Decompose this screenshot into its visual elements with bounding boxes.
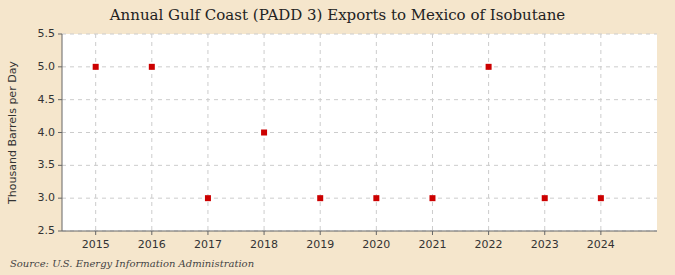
x-grid-line: [95, 34, 96, 231]
x-tick-label: 2016: [138, 238, 166, 251]
y-tick: [58, 99, 62, 100]
y-tick-label: 2.5: [38, 224, 56, 237]
points: [93, 64, 604, 201]
x-tick: [544, 231, 545, 235]
x-grid-line: [376, 34, 377, 231]
x-grid-line: [600, 34, 601, 231]
x-tick-label: 2024: [587, 238, 615, 251]
x-tick-label: 2022: [475, 238, 503, 251]
x-tick: [600, 231, 601, 235]
x-tick: [207, 231, 208, 235]
x-tick-label: 2019: [306, 238, 334, 251]
plot-area: [62, 34, 657, 231]
y-tick-label: 3.0: [38, 191, 56, 204]
x-tick: [95, 231, 96, 235]
y-grid-line: [62, 34, 657, 35]
y-axis-line: [62, 34, 63, 231]
y-grid-line: [62, 231, 657, 232]
x-axis-line: [62, 231, 657, 232]
x-tick: [151, 231, 152, 235]
axes: 2.5 3.0 3.5 4.0 4.5 5.0 5.5 2015 2016 2017 2018 201…: [38, 27, 658, 251]
y-grid-line: [62, 99, 657, 100]
source-note: Source: U.S. Energy Information Administ…: [10, 258, 254, 269]
x-tick: [488, 231, 489, 235]
y-tick-label: 5.5: [38, 27, 56, 40]
x-grid-line: [320, 34, 321, 231]
title: Annual Gulf Coast (PADD 3) Exports to Me…: [109, 6, 566, 24]
point: [149, 64, 155, 70]
x-tick: [320, 231, 321, 235]
point: [261, 130, 267, 136]
x-tick: [264, 231, 265, 235]
x-tick-label: 2020: [362, 238, 390, 251]
y-tick: [58, 66, 62, 67]
y-tick-label: 5.0: [38, 60, 56, 73]
x-grid-line: [432, 34, 433, 231]
chart: 2.5 3.0 3.5 4.0 4.5 5.0 5.5 2015 2016 2017 2018 201…: [0, 0, 675, 275]
y-grid-line: [62, 132, 657, 133]
y-tick-label: 4.5: [38, 93, 56, 106]
x-tick: [376, 231, 377, 235]
x-tick-label: 2018: [250, 238, 278, 251]
y-axis-label: Thousand Barrels per Day: [6, 61, 19, 205]
x-tick-label: 2021: [418, 238, 446, 251]
x-grid-line: [544, 34, 545, 231]
x-tick-label: 2015: [82, 238, 110, 251]
x-grid-line: [207, 34, 208, 231]
y-tick: [58, 132, 62, 133]
y-tick-label: 4.0: [38, 126, 56, 139]
point: [598, 195, 604, 201]
point: [542, 195, 548, 201]
point: [486, 64, 492, 70]
y-tick-label: 3.5: [38, 158, 56, 171]
y-grid-line: [62, 165, 657, 166]
point: [373, 195, 379, 201]
y-tick: [58, 198, 62, 199]
x-grid-line: [488, 34, 489, 231]
point: [93, 64, 99, 70]
point: [429, 195, 435, 201]
x-grid-line: [151, 34, 152, 231]
y-grid-line: [62, 198, 657, 199]
y-tick: [58, 165, 62, 166]
x-tick-label: 2017: [194, 238, 222, 251]
grid: [62, 34, 657, 231]
y-tick: [58, 34, 62, 35]
point: [317, 195, 323, 201]
x-tick-label: 2023: [531, 238, 559, 251]
x-tick: [432, 231, 433, 235]
y-tick: [58, 231, 62, 232]
point: [205, 195, 211, 201]
